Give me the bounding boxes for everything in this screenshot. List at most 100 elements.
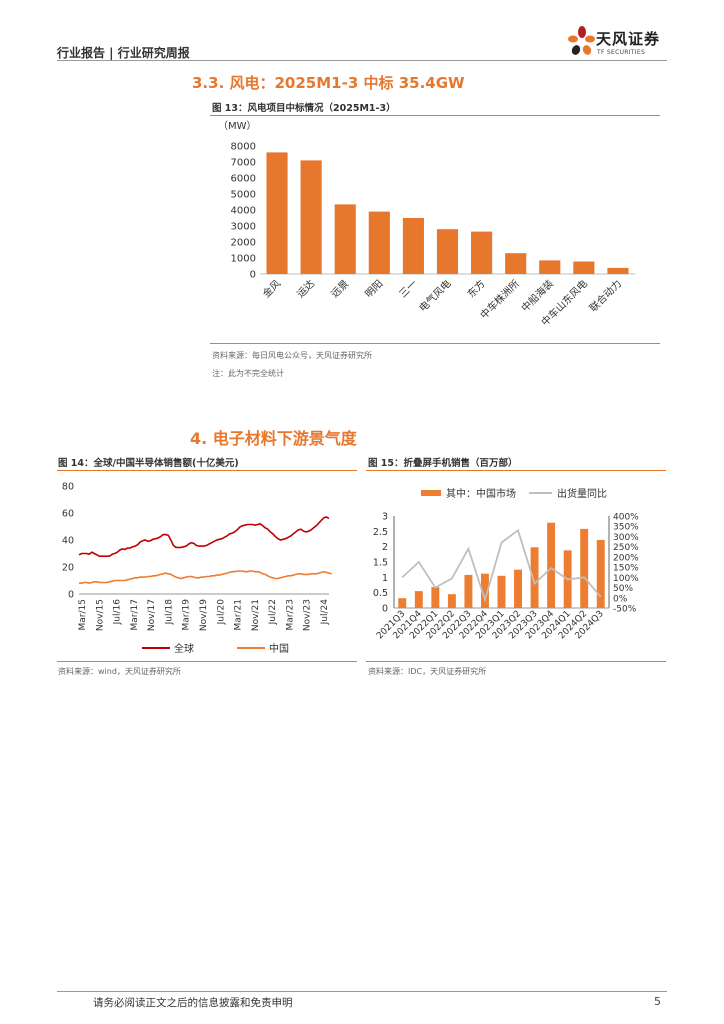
fig13-unit-label: （MW） bbox=[218, 120, 257, 132]
fig15-right-tick-label: 400% bbox=[613, 513, 639, 523]
fig15-left-tick-label: 0.5 bbox=[373, 588, 388, 599]
fig15-legend-bar-swatch bbox=[421, 490, 441, 496]
fig13-ytick-label: 3000 bbox=[231, 222, 256, 233]
fig14-chart: 0 20 40 60 80 Mar/15 Nov/15 Jul/16 Mar/17 Nov/17 J… bbox=[62, 482, 332, 655]
fig15-bar bbox=[398, 598, 407, 608]
fig13-bar bbox=[436, 229, 459, 274]
fig14-xtick-label: Mar/15 bbox=[78, 599, 88, 630]
fig15-right-tick-label: -50% bbox=[613, 605, 637, 615]
fig14-source: 资料来源：wind，天风证券研究所 bbox=[58, 667, 181, 676]
fig13-bar bbox=[300, 160, 322, 274]
fig13-category-label: 明阳 bbox=[363, 278, 386, 301]
fig15-right-tick-label: 0% bbox=[613, 594, 628, 604]
logo-en-text: TF SECURITIES bbox=[597, 49, 646, 56]
fig13-title: 图 13：风电项目中标情况（2025M1-3） bbox=[212, 103, 396, 114]
fig14-xtick-label: Jul/16 bbox=[113, 599, 123, 626]
fig14-ytick-label: 60 bbox=[62, 509, 74, 520]
fig13-source: 资料来源：每日风电公众号，天风证券研究所 bbox=[212, 351, 372, 360]
fig15-bar bbox=[547, 522, 556, 608]
fig13-category-label: 远景 bbox=[329, 278, 352, 301]
fig15-right-tick-label: 350% bbox=[613, 523, 639, 533]
fig13-category-label: 运达 bbox=[295, 278, 318, 301]
fig13-ytick-label: 8000 bbox=[231, 142, 256, 153]
fig13-category-label: 电气风电 bbox=[416, 277, 453, 314]
logo-cn-text: 天风证券 bbox=[596, 30, 661, 48]
footer-divider bbox=[57, 991, 667, 992]
fig13-top-rule bbox=[210, 115, 660, 116]
fig13-ytick-label: 2000 bbox=[231, 238, 256, 249]
fig14-xtick-label: Mar/17 bbox=[130, 599, 140, 630]
fig15-right-tick-label: 300% bbox=[613, 533, 639, 543]
fig13-ytick-label: 7000 bbox=[231, 158, 256, 169]
fig14-xtick-label: Jul/20 bbox=[216, 599, 226, 626]
fig13-ytick-label: 4000 bbox=[231, 206, 256, 217]
fig15-right-tick-label: 250% bbox=[613, 543, 639, 553]
fig15-bar bbox=[414, 591, 423, 608]
fig14-ytick-label: 20 bbox=[62, 563, 74, 574]
fig15-right-tick-label: 50% bbox=[613, 584, 633, 594]
fig13-bar bbox=[505, 253, 527, 274]
fig14-xtick-label: Nov/19 bbox=[199, 599, 209, 631]
fig15-left-tick-label: 1 bbox=[382, 573, 388, 584]
fig13-ytick-label: 1000 bbox=[231, 254, 256, 265]
fig14-series-line bbox=[78, 516, 330, 557]
fig13-category-label: 中船海装 bbox=[518, 277, 555, 314]
fig13-bar bbox=[402, 218, 424, 274]
fig15-legend-bar-label: 其中：中国市场 bbox=[446, 487, 516, 500]
fig15-right-tick-label: 100% bbox=[613, 574, 639, 584]
fig13-ytick-label: 0 bbox=[250, 270, 256, 281]
fig13-bar bbox=[334, 204, 356, 274]
fig14-ytick-label: 0 bbox=[68, 590, 74, 601]
report-header-label: 行业报告 | 行业研究周报 bbox=[57, 46, 190, 60]
fig14-ytick-label: 80 bbox=[62, 482, 74, 493]
fig14-xtick-label: Mar/23 bbox=[285, 599, 295, 630]
fig13-category-label: 金风 bbox=[260, 277, 283, 300]
fig15-bar bbox=[464, 574, 473, 608]
fig14-title: 图 14：全球/中国半导体销售额(十亿美元) bbox=[58, 458, 239, 469]
fig13-category-label: 联合动力 bbox=[587, 277, 624, 314]
fig15-left-tick-label: 1.5 bbox=[373, 558, 388, 569]
company-logo: 天风证券 TF SECURITIES bbox=[566, 24, 676, 60]
footer-disclaimer: 请务必阅读正文之后的信息披露和免责申明 bbox=[93, 997, 293, 1009]
fig15-bar bbox=[580, 528, 589, 608]
logo-mark-icon bbox=[568, 26, 595, 55]
fig15-source: 资料来源：IDC，天风证券研究所 bbox=[368, 667, 487, 676]
fig15-left-tick-label: 2.5 bbox=[373, 527, 388, 538]
fig14-xtick-label: Nov/21 bbox=[251, 599, 261, 631]
fig15-bar bbox=[596, 539, 605, 608]
fig13-bar bbox=[539, 260, 561, 274]
fig15-right-tick-label: 200% bbox=[613, 553, 639, 563]
fig15-left-tick-label: 0 bbox=[382, 604, 388, 615]
fig13-bar bbox=[607, 267, 629, 274]
fig15-yoy-line bbox=[401, 528, 602, 603]
fig15-bar bbox=[431, 587, 440, 608]
fig13-ytick-label: 5000 bbox=[231, 190, 256, 201]
fig14-xtick-label: Nov/17 bbox=[147, 599, 157, 631]
fig13-bar bbox=[573, 261, 595, 274]
fig15-top-rule bbox=[366, 470, 666, 471]
fig14-legend-label: 全球 bbox=[174, 642, 194, 655]
fig14-xtick-label: Jul/22 bbox=[268, 599, 278, 625]
fig15-bottom-rule bbox=[366, 661, 666, 662]
fig15-bar bbox=[447, 594, 456, 608]
fig14-legend-label: 中国 bbox=[269, 642, 289, 655]
fig14-xtick-label: Jul/18 bbox=[164, 599, 174, 626]
fig13-note: 注：此为不完全统计 bbox=[212, 369, 284, 378]
fig13-bar bbox=[368, 211, 390, 274]
fig14-ytick-label: 40 bbox=[62, 536, 74, 547]
fig14-xtick-label: Mar/19 bbox=[182, 599, 192, 631]
fig15-right-tick-label: 150% bbox=[613, 564, 639, 574]
section-title-electronics: 4. 电子材料下游景气度 bbox=[190, 429, 357, 448]
fig15-title: 图 15：折叠屏手机销售（百万部） bbox=[368, 458, 518, 469]
fig13-category-label: 三一 bbox=[398, 278, 420, 300]
fig14-series-line bbox=[79, 570, 332, 585]
fig15-chart: 其中：中国市场 出货量同比 0 0.5 1 1.5 2 2.5 3 -50%0%50%100%15… bbox=[373, 487, 639, 641]
fig14-xtick-label: Jul/24 bbox=[320, 599, 330, 626]
section-title-wind: 3.3. 风电：2025M1-3 中标 35.4GW bbox=[192, 74, 465, 92]
fig15-bar bbox=[480, 573, 489, 608]
fig13-category-label: 东方 bbox=[464, 277, 487, 300]
fig15-left-tick-label: 2 bbox=[382, 542, 388, 553]
fig15-legend-line-label: 出货量同比 bbox=[557, 487, 607, 500]
fig14-xtick-label: Nov/23 bbox=[303, 599, 313, 631]
fig15-bar bbox=[530, 547, 539, 608]
